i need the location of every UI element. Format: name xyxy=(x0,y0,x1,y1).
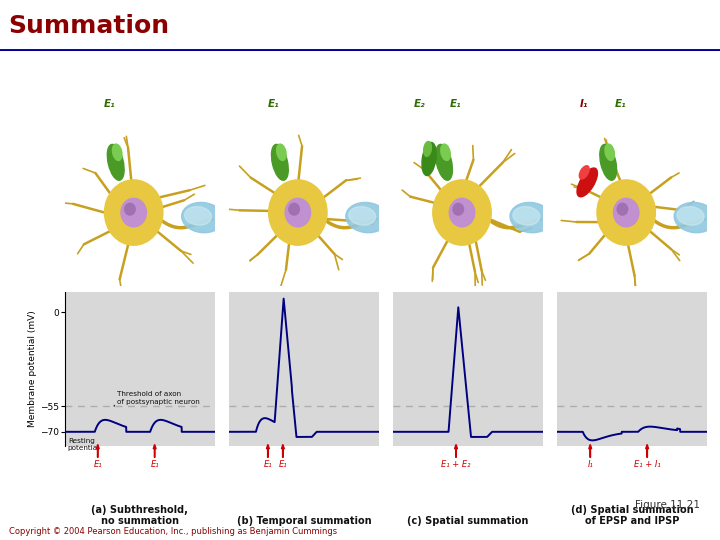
Text: (d) Spatial summation
of EPSP and IPSP: (d) Spatial summation of EPSP and IPSP xyxy=(571,505,693,526)
Circle shape xyxy=(597,180,655,245)
Circle shape xyxy=(289,204,300,215)
Text: E₁: E₁ xyxy=(279,460,287,469)
Circle shape xyxy=(453,204,464,215)
Text: E₁ + I₁: E₁ + I₁ xyxy=(634,460,660,469)
Text: (b) Temporal summation: (b) Temporal summation xyxy=(237,516,371,526)
Text: E₁: E₁ xyxy=(614,99,626,109)
Ellipse shape xyxy=(346,202,387,233)
Text: E₁: E₁ xyxy=(150,460,159,469)
Text: I₁: I₁ xyxy=(588,460,593,469)
Text: E₁ + E₂: E₁ + E₂ xyxy=(441,460,471,469)
Ellipse shape xyxy=(107,144,124,180)
Circle shape xyxy=(613,198,639,227)
Text: Copyright © 2004 Pearson Education, Inc., publishing as Benjamin Cummings: Copyright © 2004 Pearson Education, Inc.… xyxy=(9,526,337,536)
Text: E₂: E₂ xyxy=(414,99,426,109)
Text: I₁: I₁ xyxy=(580,99,588,109)
Circle shape xyxy=(125,204,135,215)
Ellipse shape xyxy=(112,144,122,160)
Text: E₁: E₁ xyxy=(104,99,115,109)
Circle shape xyxy=(269,180,327,245)
Text: E₁: E₁ xyxy=(264,460,272,469)
Ellipse shape xyxy=(674,202,716,233)
Ellipse shape xyxy=(422,143,436,176)
Ellipse shape xyxy=(677,207,704,225)
Ellipse shape xyxy=(510,202,552,233)
Ellipse shape xyxy=(423,141,431,157)
Ellipse shape xyxy=(348,207,376,225)
Ellipse shape xyxy=(276,144,286,160)
Text: (a) Subthreshold,
no summation: (a) Subthreshold, no summation xyxy=(91,505,188,526)
Text: Figure 11.21: Figure 11.21 xyxy=(635,500,700,510)
Ellipse shape xyxy=(271,144,288,180)
Text: E₁: E₁ xyxy=(94,460,102,469)
Text: E₁: E₁ xyxy=(450,99,462,109)
Circle shape xyxy=(121,198,146,227)
Circle shape xyxy=(433,180,491,245)
Y-axis label: Membrane potential (mV): Membrane potential (mV) xyxy=(29,310,37,427)
Text: Summation: Summation xyxy=(9,15,170,38)
Circle shape xyxy=(285,198,310,227)
Ellipse shape xyxy=(577,168,598,197)
Circle shape xyxy=(449,198,474,227)
Circle shape xyxy=(617,204,628,215)
Circle shape xyxy=(104,180,163,245)
Text: Resting
potential: Resting potential xyxy=(68,438,100,451)
Text: (c) Spatial summation: (c) Spatial summation xyxy=(408,516,528,526)
Text: E₁: E₁ xyxy=(268,99,279,109)
Ellipse shape xyxy=(605,144,614,160)
Text: Threshold of axon
of postsynaptic neuron: Threshold of axon of postsynaptic neuron xyxy=(117,392,200,405)
Ellipse shape xyxy=(184,207,212,225)
Ellipse shape xyxy=(441,144,450,160)
Ellipse shape xyxy=(600,144,616,180)
Ellipse shape xyxy=(580,166,589,179)
Ellipse shape xyxy=(181,202,223,233)
Ellipse shape xyxy=(513,207,540,225)
Ellipse shape xyxy=(436,144,452,180)
